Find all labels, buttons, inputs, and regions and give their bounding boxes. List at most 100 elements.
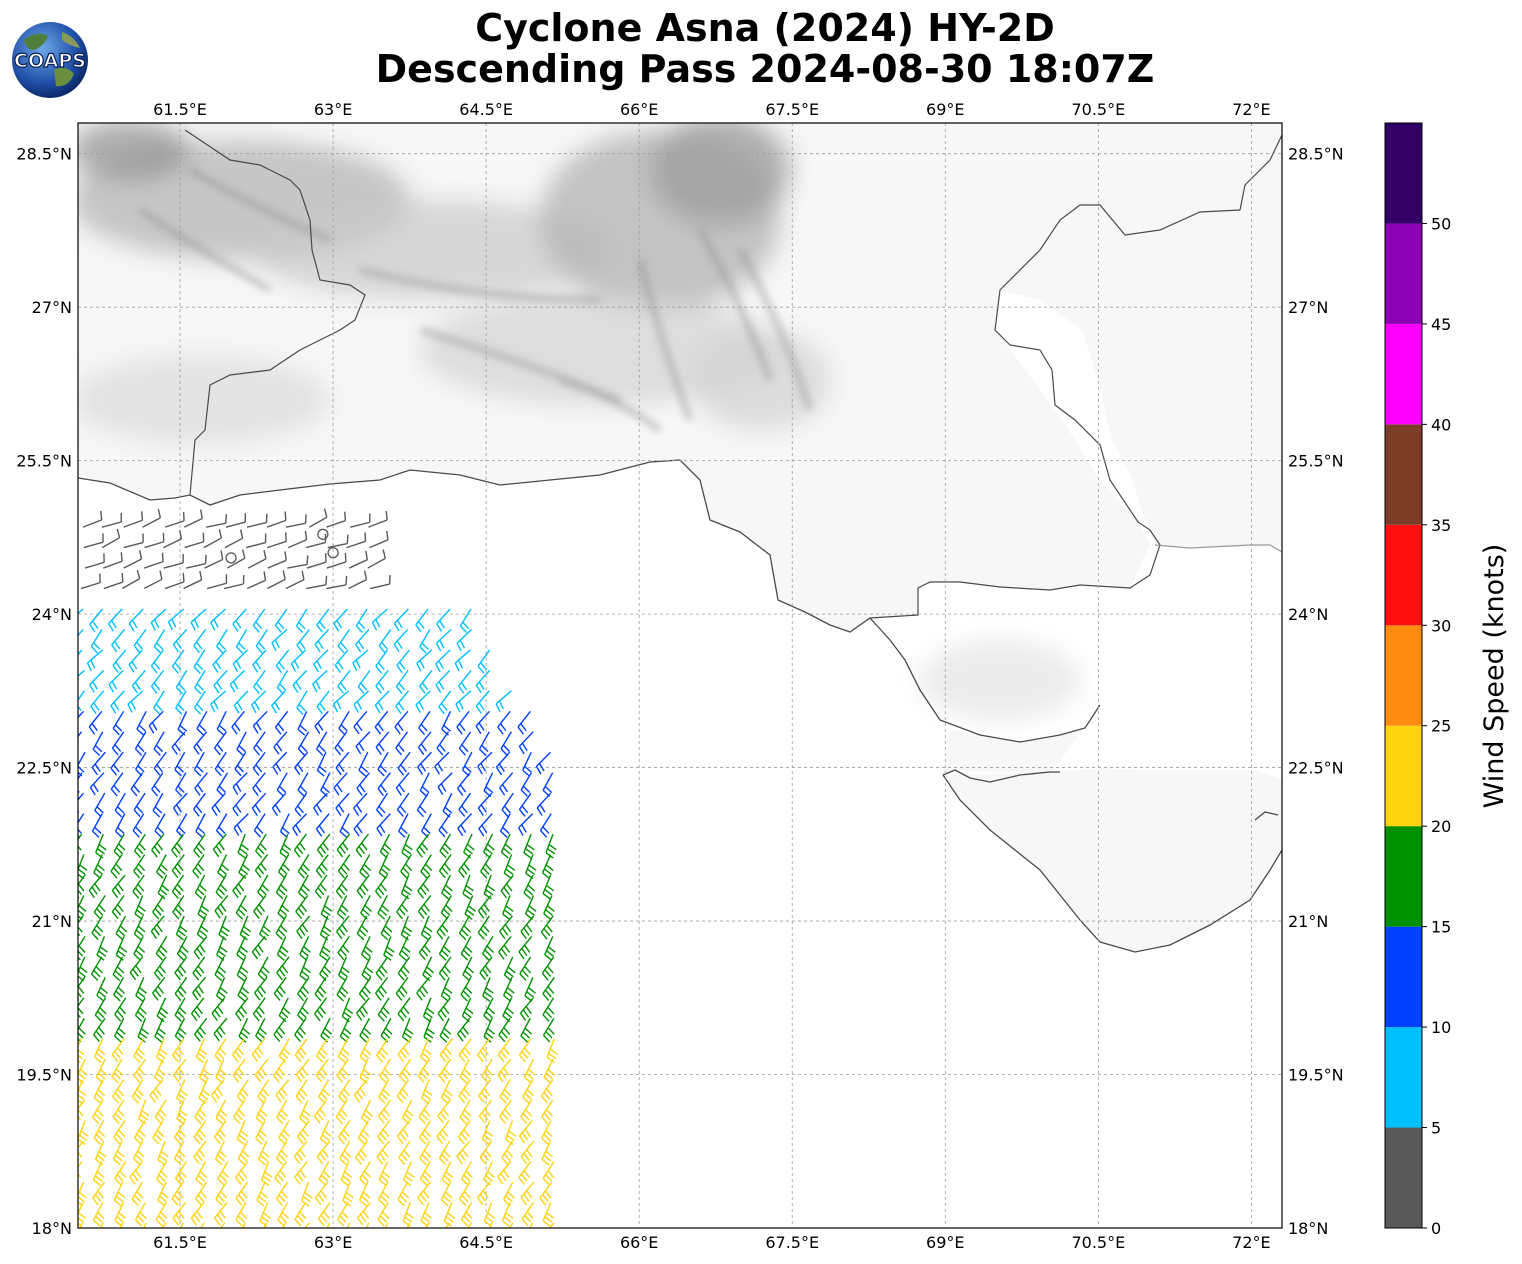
wind-barb: [287, 530, 308, 549]
lat-tick-label-left: 27°N: [32, 298, 72, 317]
wind-barb: [356, 874, 370, 899]
wind-barb: [396, 1120, 411, 1144]
lat-tick-label-left: 21°N: [32, 912, 72, 931]
wind-barb: [133, 1038, 146, 1063]
wind-barb: [214, 1120, 227, 1145]
wind-barb: [518, 1161, 532, 1186]
wind-barb: [296, 1120, 311, 1145]
wind-barb: [338, 956, 350, 982]
wind-barb: [255, 629, 268, 654]
wind-barb: [542, 874, 554, 900]
wind-barb: [78, 1181, 87, 1207]
lon-tick-label-top: 72°E: [1232, 100, 1270, 119]
wind-barb: [518, 731, 534, 755]
wind-barb: [316, 690, 330, 715]
wind-barb: [257, 1079, 270, 1104]
wind-barb: [294, 751, 309, 776]
wind-barb: [341, 997, 354, 1023]
wind-barb: [275, 649, 290, 674]
wind-barb: [153, 956, 167, 981]
wind-barb: [297, 874, 310, 900]
wind-barb: [252, 751, 266, 776]
wind-barb: [278, 997, 291, 1023]
wind-barb: [337, 629, 350, 654]
wind-barb: [212, 649, 227, 673]
lat-tick-label-left: 18°N: [32, 1219, 72, 1238]
wind-barb: [78, 1140, 84, 1161]
lon-tick-label-top: 67.5°E: [765, 100, 819, 119]
wind-barb: [78, 1038, 85, 1064]
wind-barb: [314, 628, 330, 653]
wind-barb: [423, 1018, 435, 1043]
wind-barb: [275, 874, 288, 900]
wind-barb: [438, 690, 452, 715]
wind-barb: [355, 608, 368, 633]
wind-barb: [185, 554, 207, 569]
wind-barb: [255, 1099, 268, 1125]
plot-frame: [77, 122, 1283, 1229]
wind-barb: [130, 772, 144, 797]
wind-barb: [174, 1161, 187, 1186]
wind-barb: [304, 1222, 310, 1228]
wind-barb: [517, 710, 532, 735]
wind-barb: [174, 751, 186, 777]
wind-barb: [525, 854, 537, 880]
wind-barb: [420, 1079, 433, 1105]
wind-barb: [293, 1140, 308, 1165]
wind-barb: [174, 956, 188, 981]
wind-barb: [356, 772, 371, 796]
wind-barb: [214, 956, 227, 982]
wind-barb: [223, 574, 245, 590]
wind-barb: [479, 1140, 493, 1165]
colorbar: 0 5 10 15 20 25 30 35 40 45 50: [1384, 122, 1451, 1238]
wind-barb: [131, 1079, 144, 1104]
wind-barb: [295, 1079, 308, 1104]
wind-barb: [88, 874, 103, 899]
wind-barb: [156, 997, 169, 1023]
axis-labels: 61.5°E 61.5°E 63°E 63°E 64.5°E 64.5°E 66°E 66°E…: [16, 100, 1343, 1252]
wind-barb: [360, 936, 373, 961]
wind-barb: [400, 874, 413, 900]
wind-barb: [338, 710, 350, 736]
wind-barb: [128, 649, 143, 673]
wind-barb: [296, 915, 311, 940]
wind-barb: [252, 649, 267, 673]
wind-barb: [127, 690, 144, 713]
lon-tick-label-top: 70.5°E: [1071, 100, 1125, 119]
calm-circle: [225, 552, 237, 564]
wind-barb: [251, 792, 267, 817]
colorbar-bin: [1385, 625, 1422, 726]
wind-barb: [216, 629, 228, 654]
wind-barb: [439, 1017, 452, 1043]
wind-barb: [123, 533, 144, 549]
wind-barb: [370, 575, 391, 590]
wind-barb: [376, 1038, 389, 1063]
wind-barb: [416, 649, 433, 672]
wind-barb: [520, 772, 533, 797]
wind-barb: [172, 1058, 187, 1083]
lon-tick-label-bottom: 67.5°E: [765, 1233, 819, 1252]
wind-barb: [458, 731, 472, 756]
wind-barb: [113, 1120, 126, 1145]
wind-barb: [172, 1038, 185, 1063]
wind-barb: [395, 976, 409, 1001]
wind-barb: [359, 854, 372, 879]
wind-barb: [183, 570, 203, 590]
wind-barb: [377, 1120, 391, 1145]
wind-barb: [171, 874, 185, 899]
wind-barb: [440, 895, 453, 920]
wind-barb: [115, 915, 128, 941]
wind-barb: [306, 553, 327, 569]
lat-tick-label-left: 24°N: [32, 605, 72, 624]
wind-barb: [393, 608, 409, 632]
wind-barb: [91, 813, 103, 838]
colorbar-tick-label: 10: [1431, 1018, 1451, 1037]
wind-barb: [499, 772, 514, 796]
wind-barb: [377, 1181, 390, 1207]
wind-barb: [361, 1099, 373, 1125]
wind-barb: [460, 976, 473, 1002]
wind-barb: [459, 1099, 472, 1125]
wind-barb: [135, 977, 147, 1002]
wind-barb: [82, 510, 103, 528]
wind-barb: [259, 915, 271, 941]
